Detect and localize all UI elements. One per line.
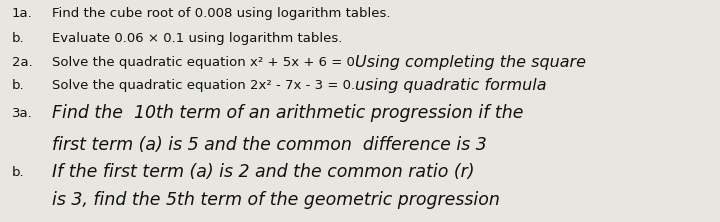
Text: Using completing the square: Using completing the square bbox=[355, 54, 586, 69]
Text: 2a.: 2a. bbox=[12, 56, 32, 69]
Text: Evaluate 0.06 × 0.1 using logarithm tables.: Evaluate 0.06 × 0.1 using logarithm tabl… bbox=[52, 32, 343, 44]
Text: b.: b. bbox=[12, 165, 24, 178]
Text: Find the  10th term of an arithmetic progression if the: Find the 10th term of an arithmetic prog… bbox=[52, 104, 523, 122]
Text: Find the cube root of 0.008 using logarithm tables.: Find the cube root of 0.008 using logari… bbox=[52, 6, 390, 20]
Text: b.: b. bbox=[12, 32, 24, 44]
Text: b.: b. bbox=[12, 79, 24, 91]
Text: Solve the quadratic equation x² + 5x + 6 = 0.: Solve the quadratic equation x² + 5x + 6… bbox=[52, 56, 359, 69]
Text: If the first term (a) is 2 and the common ratio (r): If the first term (a) is 2 and the commo… bbox=[52, 163, 474, 181]
Text: 1a.: 1a. bbox=[12, 6, 32, 20]
Text: is 3, find the 5th term of the geometric progression: is 3, find the 5th term of the geometric… bbox=[52, 191, 500, 209]
Text: Solve the quadratic equation 2x² - 7x - 3 = 0.: Solve the quadratic equation 2x² - 7x - … bbox=[52, 79, 355, 91]
Text: first term (a) is 5 and the common  difference is 3: first term (a) is 5 and the common diffe… bbox=[52, 136, 487, 154]
Text: 3a.: 3a. bbox=[12, 107, 32, 119]
Text: using quadratic formula: using quadratic formula bbox=[355, 77, 546, 93]
